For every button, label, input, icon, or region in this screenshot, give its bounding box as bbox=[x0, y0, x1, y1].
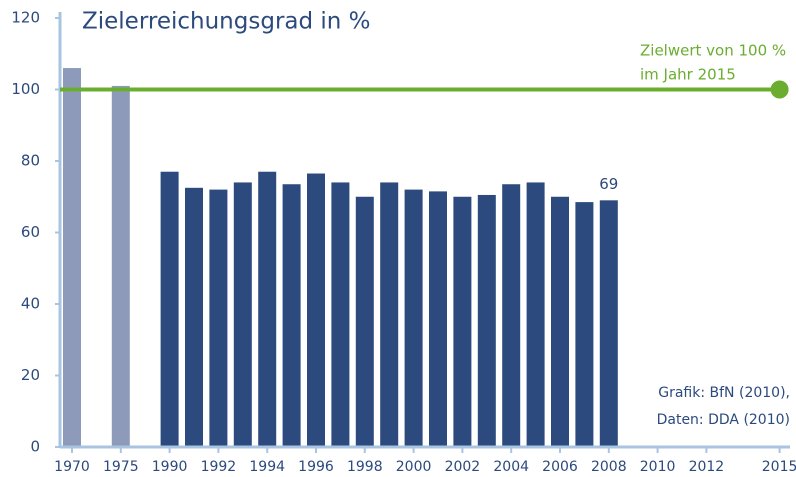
target-label: Zielwert von 100 % bbox=[640, 42, 786, 60]
x-tick-label: 2002 bbox=[445, 459, 481, 475]
bar bbox=[575, 202, 594, 447]
bar bbox=[526, 182, 545, 447]
y-tick-label: 80 bbox=[21, 152, 40, 170]
x-tick-label: 1975 bbox=[103, 459, 139, 475]
x-tick-label: 2008 bbox=[591, 459, 627, 475]
bar bbox=[331, 182, 350, 447]
y-tick-label: 40 bbox=[21, 295, 40, 313]
source-note: Daten: DDA (2010) bbox=[657, 412, 790, 428]
value-label: 69 bbox=[599, 175, 618, 193]
x-tick-label: 2015 bbox=[762, 459, 796, 475]
bar bbox=[185, 187, 203, 447]
bar bbox=[453, 196, 472, 447]
x-tick-label: 1990 bbox=[152, 459, 188, 475]
bar bbox=[404, 189, 423, 447]
bar bbox=[551, 196, 569, 447]
x-tick-label: 1994 bbox=[249, 459, 285, 475]
bar bbox=[282, 184, 301, 448]
bar bbox=[599, 200, 618, 447]
bar bbox=[477, 194, 496, 447]
target-dot bbox=[770, 80, 789, 99]
x-tick-label: 2010 bbox=[640, 459, 676, 475]
bar bbox=[209, 189, 228, 447]
bar bbox=[307, 173, 325, 447]
bar bbox=[63, 68, 81, 448]
x-tick-label: 1992 bbox=[201, 459, 237, 475]
x-tick-label: 2012 bbox=[689, 459, 725, 475]
bar bbox=[502, 184, 521, 448]
y-tick-label: 120 bbox=[11, 9, 40, 27]
bar bbox=[380, 182, 399, 447]
x-tick-label: 2004 bbox=[493, 459, 529, 475]
y-tick-label: 0 bbox=[30, 438, 40, 456]
x-tick-label: 2006 bbox=[542, 459, 578, 475]
y-tick-label: 100 bbox=[11, 80, 40, 98]
x-tick-label: 1998 bbox=[347, 459, 383, 475]
x-tick-label: 1970 bbox=[54, 459, 90, 475]
bar bbox=[233, 182, 252, 447]
bar bbox=[429, 191, 447, 447]
bar bbox=[111, 85, 130, 448]
bar bbox=[160, 171, 179, 447]
chart-title: Zielerreichungsgrad in % bbox=[82, 9, 371, 35]
x-tick-label: 2000 bbox=[396, 459, 432, 475]
x-tick-label: 1996 bbox=[298, 459, 334, 475]
y-tick-label: 20 bbox=[21, 366, 40, 384]
bar bbox=[258, 171, 277, 447]
y-tick-label: 60 bbox=[21, 223, 40, 241]
target-label: im Jahr 2015 bbox=[640, 66, 736, 84]
source-note: Grafik: BfN (2010), bbox=[658, 385, 790, 401]
bar bbox=[355, 196, 374, 447]
